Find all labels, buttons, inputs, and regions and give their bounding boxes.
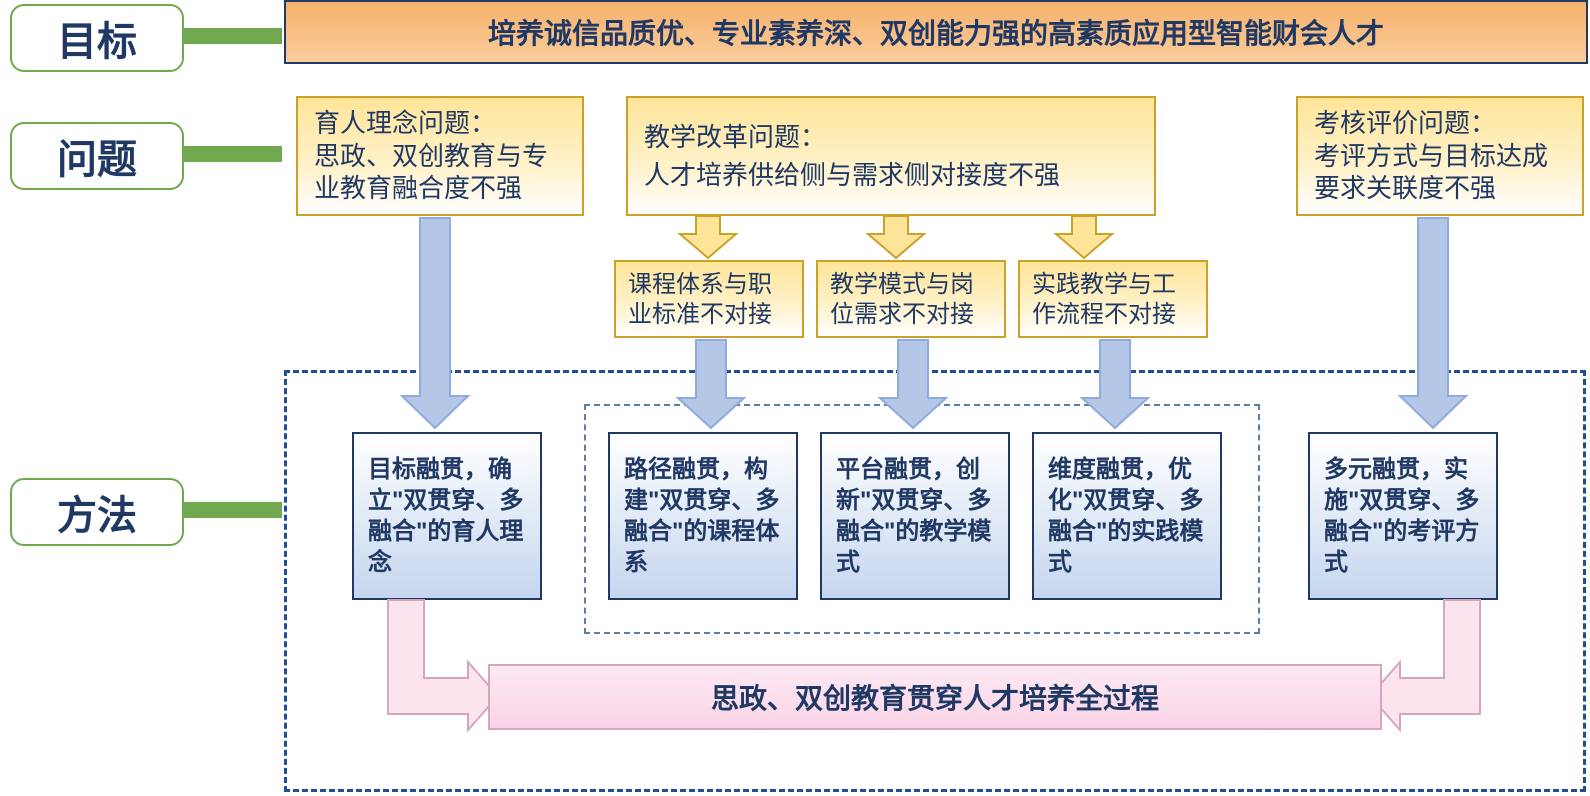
m2-text: 路径融贯，构建"双贯穿、多融合"的课程体系 bbox=[624, 454, 782, 579]
sub1-text: 课程体系与职业标准不对接 bbox=[628, 270, 790, 330]
sub2-text: 教学模式与岗位需求不对接 bbox=[830, 270, 992, 330]
m3-text: 平台融贯，创新"双贯穿、多融合"的教学模式 bbox=[836, 454, 994, 579]
arrow-blue-s2 bbox=[880, 340, 946, 428]
sub3-text: 实践教学与工作流程不对接 bbox=[1032, 270, 1194, 330]
method-box-4: 维度融贯，优化"双贯穿、多融合"的实践模式 bbox=[1032, 432, 1222, 600]
m1-text: 目标融贯，确立"双贯穿、多融合"的育人理念 bbox=[368, 454, 526, 579]
connector-problem bbox=[182, 146, 282, 162]
label-method: 方法 bbox=[10, 478, 184, 546]
sub-problem-2: 教学模式与岗位需求不对接 bbox=[816, 260, 1006, 338]
arrow-pink-right bbox=[1370, 600, 1480, 730]
m5-text: 多元融贯，实施"双贯穿、多融合"的考评方式 bbox=[1324, 454, 1482, 579]
connector-method bbox=[182, 502, 282, 518]
arrow-yellow-3 bbox=[1056, 216, 1112, 258]
sub-problem-3: 实践教学与工作流程不对接 bbox=[1018, 260, 1208, 338]
arrow-blue-p3 bbox=[1400, 218, 1466, 428]
method-box-5: 多元融贯，实施"双贯穿、多融合"的考评方式 bbox=[1308, 432, 1498, 600]
sub-problem-1: 课程体系与职业标准不对接 bbox=[614, 260, 804, 338]
m4-text: 维度融贯，优化"双贯穿、多融合"的实践模式 bbox=[1048, 454, 1206, 579]
arrow-yellow-1 bbox=[680, 216, 736, 258]
label-goal: 目标 bbox=[10, 4, 184, 72]
problem3-title: 考核评价问题： bbox=[1314, 107, 1566, 140]
problem-box-2: 教学改革问题： 人才培养供给侧与需求侧对接度不强 bbox=[626, 96, 1156, 216]
label-problem-text: 问题 bbox=[57, 127, 137, 185]
label-method-text: 方法 bbox=[57, 483, 137, 541]
problem1-title: 育人理念问题： bbox=[314, 107, 566, 140]
method-box-1: 目标融贯，确立"双贯穿、多融合"的育人理念 bbox=[352, 432, 542, 600]
arrow-blue-p1 bbox=[402, 218, 468, 428]
arrow-yellow-2 bbox=[868, 216, 924, 258]
label-problem: 问题 bbox=[10, 122, 184, 190]
bottom-pink-box: 思政、双创教育贯穿人才培养全过程 bbox=[488, 664, 1382, 730]
goal-text: 培养诚信品质优、专业素养深、双创能力强的高素质应用型智能财会人才 bbox=[488, 12, 1384, 52]
problem2-title: 教学改革问题： bbox=[644, 121, 1138, 154]
label-goal-text: 目标 bbox=[57, 9, 137, 67]
arrow-blue-s3 bbox=[1082, 340, 1148, 428]
method-box-3: 平台融贯，创新"双贯穿、多融合"的教学模式 bbox=[820, 432, 1010, 600]
problem-box-1: 育人理念问题： 思政、双创教育与专业教育融合度不强 bbox=[296, 96, 584, 216]
problem1-body: 思政、双创教育与专业教育融合度不强 bbox=[314, 140, 566, 205]
problem2-body: 人才培养供给侧与需求侧对接度不强 bbox=[644, 159, 1138, 192]
goal-box: 培养诚信品质优、专业素养深、双创能力强的高素质应用型智能财会人才 bbox=[284, 0, 1588, 64]
bottom-text: 思政、双创教育贯穿人才培养全过程 bbox=[711, 677, 1159, 717]
arrow-blue-s1 bbox=[678, 340, 744, 428]
connector-goal bbox=[182, 28, 282, 44]
method-box-2: 路径融贯，构建"双贯穿、多融合"的课程体系 bbox=[608, 432, 798, 600]
arrow-pink-left bbox=[388, 600, 498, 730]
problem-box-3: 考核评价问题： 考评方式与目标达成要求关联度不强 bbox=[1296, 96, 1584, 216]
problem3-body: 考评方式与目标达成要求关联度不强 bbox=[1314, 140, 1566, 205]
